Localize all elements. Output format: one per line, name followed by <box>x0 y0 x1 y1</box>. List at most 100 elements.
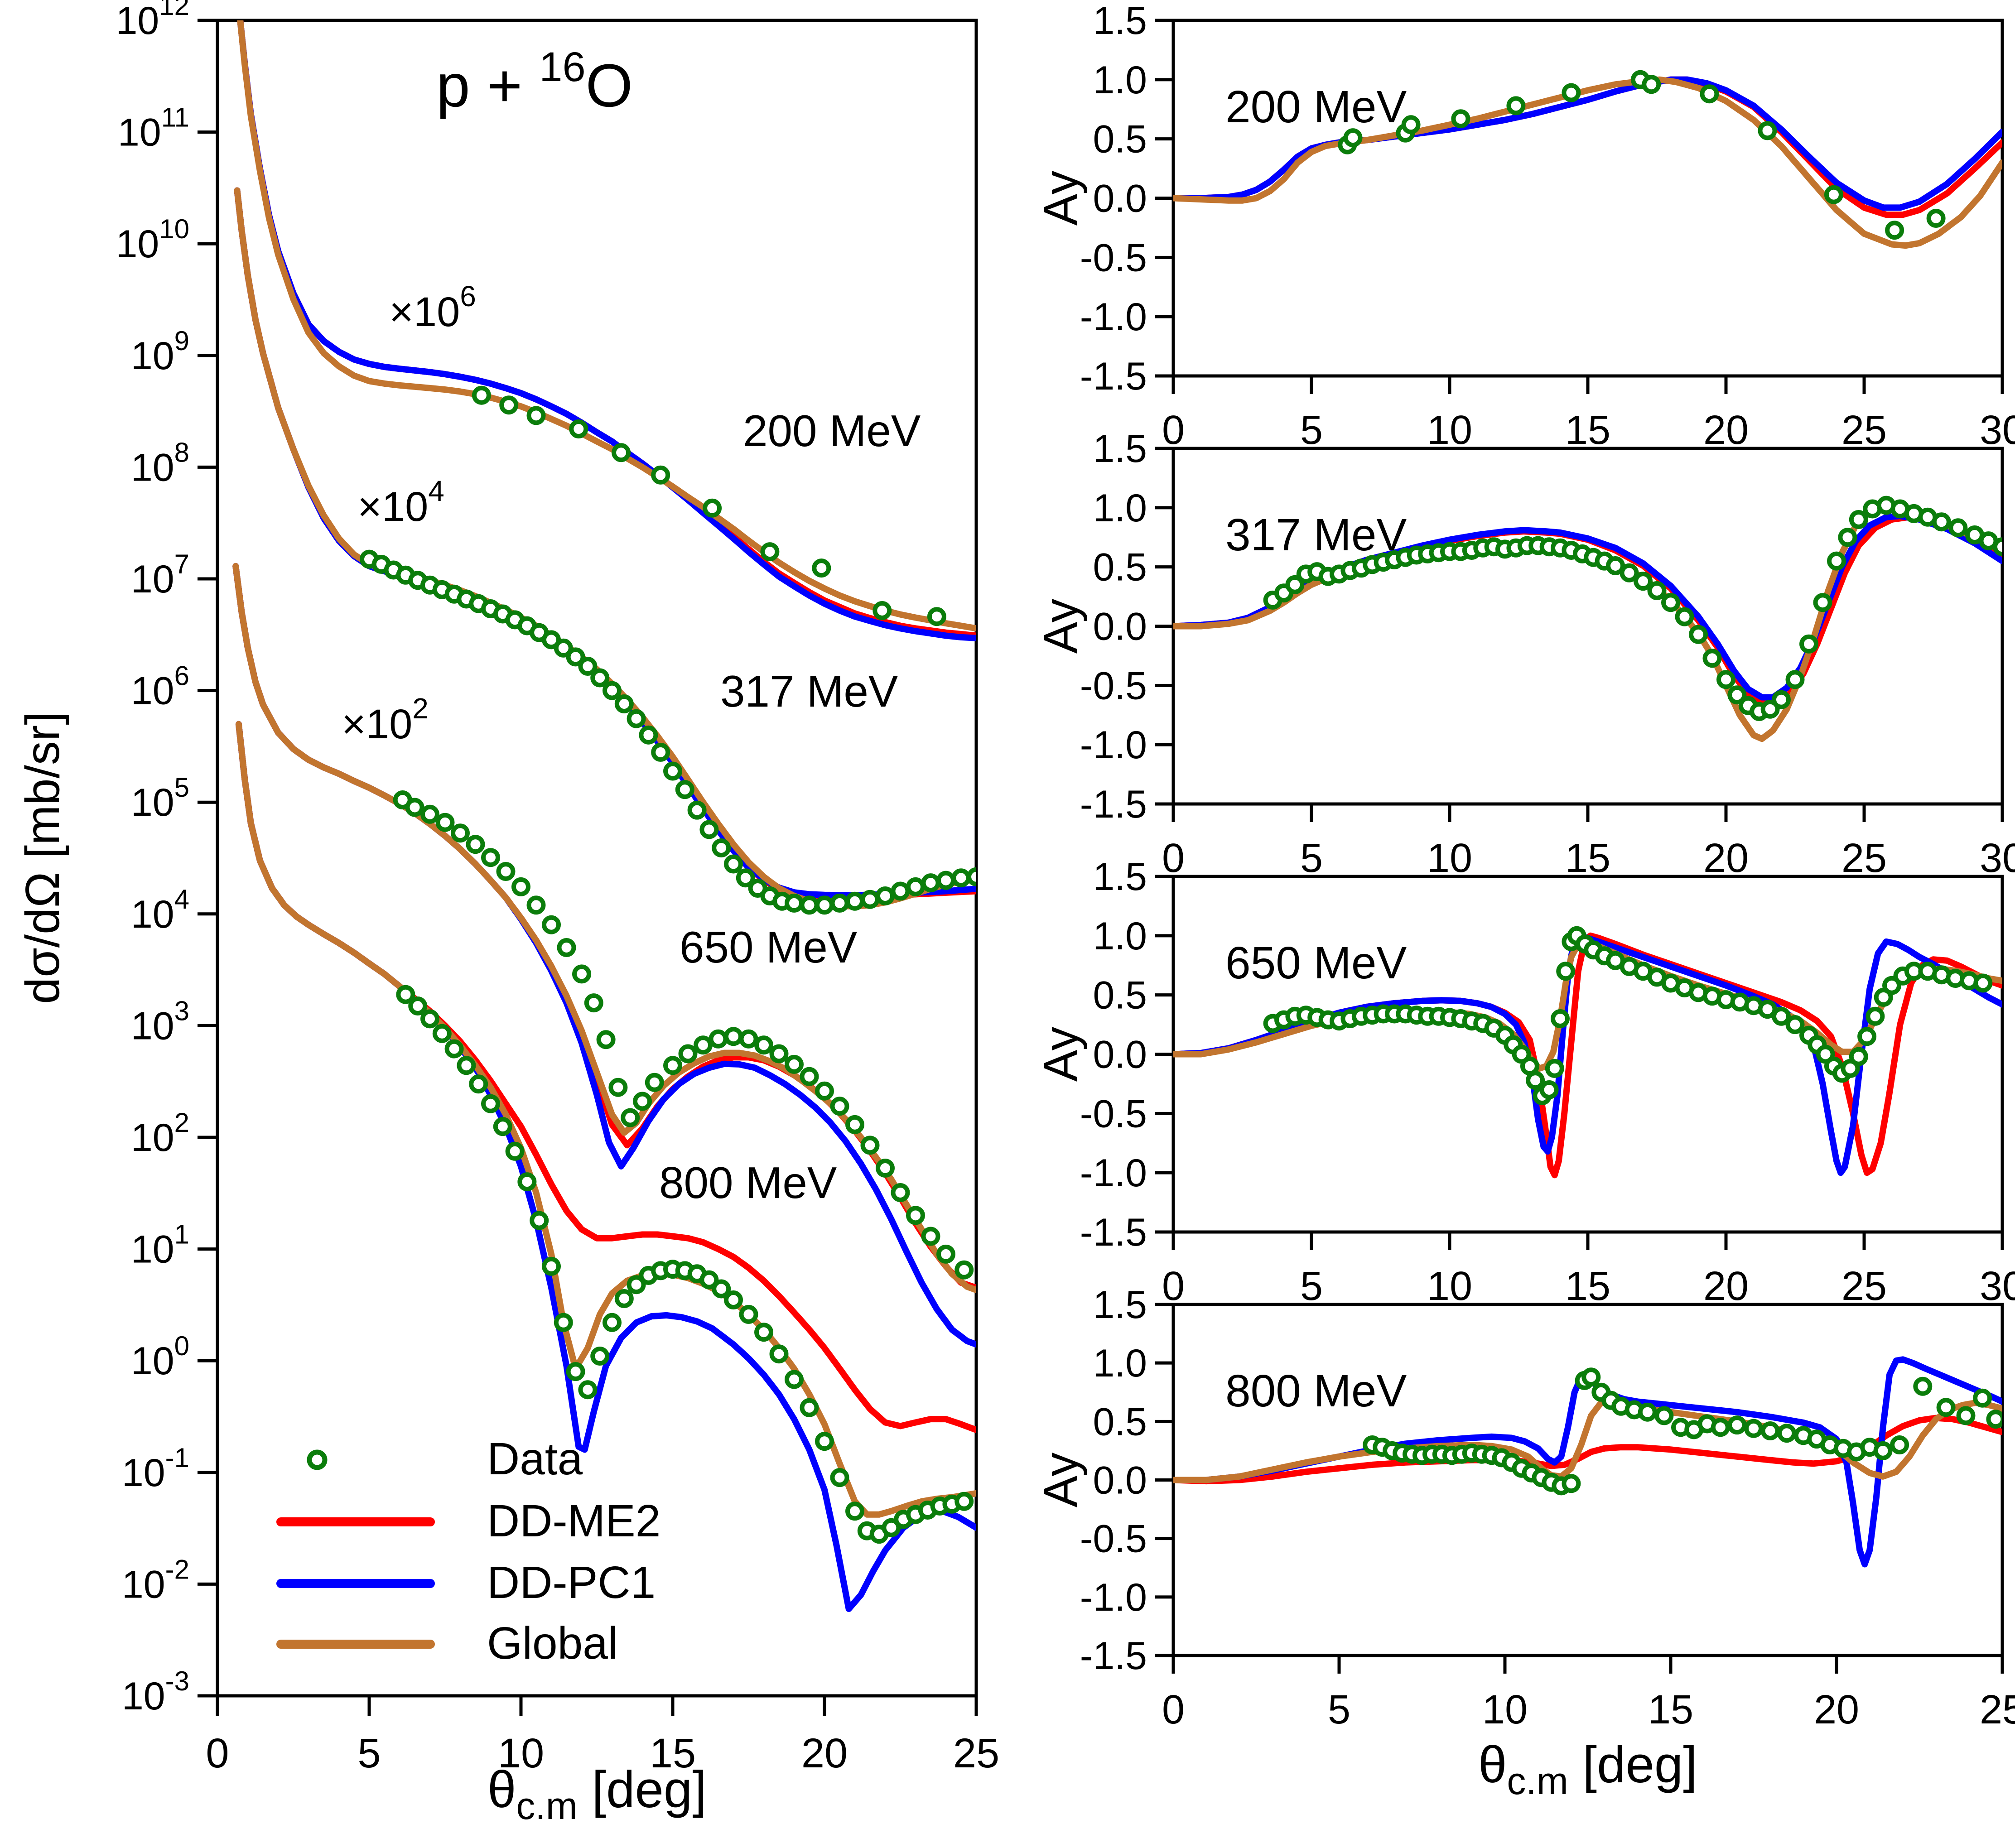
data-point <box>800 1398 819 1417</box>
data-point <box>633 1092 652 1111</box>
data-point <box>627 709 646 728</box>
data-point <box>420 804 439 824</box>
data-point <box>830 893 849 913</box>
data-point <box>603 681 622 700</box>
data-points-317MeV <box>360 549 976 915</box>
left-y-tick-label: 104 <box>131 884 189 936</box>
data-point <box>1526 1071 1545 1090</box>
data-point <box>769 1344 789 1364</box>
data-point <box>1932 512 1951 532</box>
data-point <box>1539 1080 1559 1099</box>
data-point <box>526 895 546 915</box>
ay-y-tick-label: 0.5 <box>1093 118 1147 161</box>
data-point <box>860 890 880 909</box>
data-point <box>800 895 819 915</box>
ay-x-tick-label: 20 <box>1703 1264 1749 1309</box>
data-point <box>627 1275 646 1295</box>
data-point <box>1700 84 1719 104</box>
data-point <box>651 742 670 762</box>
left-curves <box>232 20 976 1612</box>
data-point <box>1849 510 1868 529</box>
energy-label: 317 MeV <box>720 666 898 716</box>
ay-plot-frame <box>1171 19 2004 378</box>
ay-axis-title: Ay <box>1034 171 1088 226</box>
left-y-tick-label: 102 <box>131 1107 189 1160</box>
ay-y-tick-label: -1.5 <box>1080 783 1147 826</box>
curve-dd_me2-317MeV <box>234 187 976 900</box>
data-point <box>1642 75 1661 94</box>
ay-y-tick-label: -0.5 <box>1080 236 1147 279</box>
left-y-tick-label: 105 <box>131 772 189 824</box>
ay-y-tick-label: -1.5 <box>1080 1634 1147 1678</box>
ay-x-tick-label: 5 <box>1328 1687 1350 1732</box>
curve-global-317MeV <box>234 187 976 910</box>
left-y-tick-label: 10-3 <box>122 1666 189 1718</box>
curve-dd_pc1-ay-200MeV <box>1173 76 2002 211</box>
ay-x-tick-label: 25 <box>1841 836 1887 881</box>
curve-dd_pc1-ay-650MeV <box>1173 932 2002 1176</box>
data-point <box>1785 670 1805 689</box>
data-point <box>1647 581 1667 600</box>
legend: Data DD-ME2 DD-PC1 Global <box>276 1434 660 1669</box>
data-point <box>699 820 719 839</box>
ay-y-tick-label: 0.0 <box>1093 177 1147 221</box>
data-point <box>954 1260 974 1280</box>
ay-data-points <box>1363 1367 2002 1496</box>
data-point <box>1948 518 1968 538</box>
data-point <box>921 1227 940 1246</box>
ay-y-tick-label: 0.0 <box>1093 605 1147 649</box>
data-point <box>724 1027 743 1046</box>
legend-marker-data <box>307 1449 328 1470</box>
data-point <box>1711 1418 1730 1437</box>
data-point <box>1913 1376 1933 1396</box>
ay-x-tick-label: 10 <box>1427 836 1472 881</box>
data-point <box>584 993 603 1013</box>
data-point <box>542 630 561 650</box>
left-y-tick-label: 106 <box>131 661 189 713</box>
data-point <box>845 1115 864 1134</box>
ay-axis-title: Ay <box>1034 1027 1088 1082</box>
data-point <box>891 881 910 901</box>
ay-x-tick-label: 15 <box>1565 408 1610 453</box>
data-point <box>408 996 428 1015</box>
left-y-tick-label: 1010 <box>116 214 189 266</box>
ay-y-tick-label: 1.0 <box>1093 486 1147 530</box>
figure-text-layer: dσ/dΩ [mb/sr] θc.m [deg] θc.m [deg] <box>16 712 1697 1827</box>
ay-x-tick-label: 20 <box>1703 836 1749 881</box>
data-point <box>1727 685 1747 705</box>
data-point <box>1689 625 1708 644</box>
data-point <box>694 1035 713 1055</box>
ay-x-tick-label: 10 <box>1427 1264 1472 1309</box>
left-x-tick-label: 0 <box>206 1730 229 1776</box>
ay-y-tick-label: 0.5 <box>1093 974 1147 1017</box>
ay-data-points <box>1263 496 2002 721</box>
ay-y-tick-label: 0.5 <box>1093 546 1147 589</box>
left-y-tick-label: 100 <box>131 1331 189 1383</box>
data-point <box>614 694 634 713</box>
ay-data-points <box>1338 70 1946 240</box>
data-point <box>760 542 780 562</box>
data-point <box>663 761 682 781</box>
left-y-tick-label: 1011 <box>118 102 189 154</box>
data-point <box>769 1044 789 1064</box>
data-point <box>1638 1402 1657 1422</box>
ay-x-tick-label: 0 <box>1162 408 1185 453</box>
data-point <box>481 1094 500 1113</box>
data-point <box>724 854 743 874</box>
data-point <box>590 1347 610 1366</box>
ay-x-tick-label: 10 <box>1482 1687 1528 1732</box>
ay-x-tick-label: 5 <box>1300 836 1323 881</box>
curve-dd_me2-ay-800MeV <box>1173 1415 2002 1485</box>
legend-label-global: Global <box>487 1618 618 1669</box>
ay-data-points <box>1263 926 1993 1106</box>
data-point <box>739 1029 758 1049</box>
ay-x-tick-label: 20 <box>1814 1687 1859 1732</box>
ay-y-tick-label: -1.5 <box>1080 355 1147 398</box>
data-point <box>554 1313 573 1332</box>
ay-y-tick-label: 1.0 <box>1093 1342 1147 1385</box>
data-point <box>678 1044 698 1064</box>
data-point <box>603 1313 622 1332</box>
energy-label: 200 MeV <box>743 406 921 456</box>
data-point <box>891 1183 910 1202</box>
